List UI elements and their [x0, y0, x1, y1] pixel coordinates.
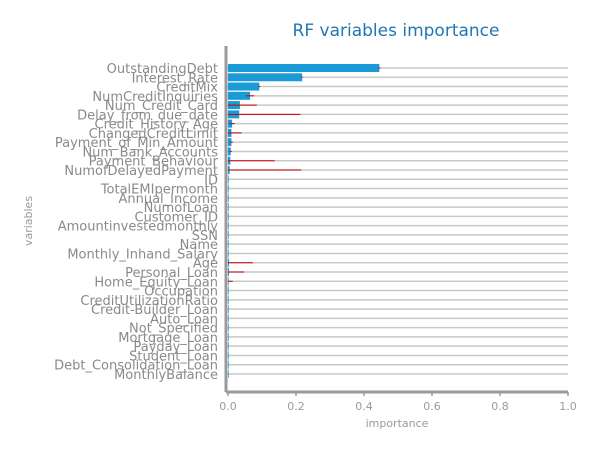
error-bars	[228, 67, 381, 282]
category-label: NumCreditInquiries	[92, 90, 218, 105]
bar-mortgage-loan	[228, 332, 229, 341]
bar-interest-rate	[228, 73, 303, 82]
bar-not-specified	[228, 323, 229, 332]
x-tick-label: 1.0	[559, 400, 577, 413]
bar-id	[228, 175, 229, 184]
category-label: Amountinvestedmonthly	[58, 220, 219, 235]
bar-creditutilizationratio	[228, 295, 229, 304]
category-label: Personal_Loan	[125, 266, 218, 281]
category-label: Payday_Loan	[134, 340, 219, 355]
category-label: Home_Equity_Loan	[94, 275, 218, 290]
category-label: Age	[193, 257, 218, 272]
chart-title: RF variables importance	[293, 21, 500, 41]
category-label: SSN	[192, 229, 218, 244]
bar-credit-builder-loan	[228, 305, 229, 314]
bar-numofloan	[228, 203, 229, 212]
x-tick-label: 0.4	[355, 400, 373, 413]
bar-customer-id	[228, 212, 229, 221]
category-label: NumofLoan	[144, 201, 218, 216]
category-label: CreditUtilizationRatio	[80, 294, 218, 309]
category-label: Credit_History_Age	[95, 118, 219, 133]
bar-name	[228, 240, 229, 249]
x-tick-labels: 0.0 0.2 0.4 0.6 0.8 1.0	[219, 392, 577, 413]
category-label: Mortgage_Loan	[118, 331, 218, 346]
category-label: Occupation	[144, 285, 218, 300]
category-label: Payment_Behaviour	[89, 155, 219, 170]
bar-debt-consolidation-loan	[228, 360, 229, 369]
bar-annual-income	[228, 193, 229, 202]
category-label: Num_Credit_Card	[105, 99, 218, 114]
bars	[228, 64, 380, 378]
bar-ssn	[228, 230, 229, 239]
bar-amountinvestedmonthly	[228, 221, 229, 230]
x-tick-label: 0.2	[287, 400, 305, 413]
category-label: Monthly_Inhand_Salary	[67, 247, 218, 262]
category-label: NumofDelayedPayment	[64, 164, 218, 179]
x-tick-label: 0.6	[423, 400, 441, 413]
x-axis-label: importance	[366, 417, 429, 430]
category-label: TotalEMIpermonth	[100, 183, 218, 198]
category-label: Customer_ID	[135, 210, 219, 225]
bar-payday-loan	[228, 342, 229, 351]
bar-student-loan	[228, 351, 229, 360]
category-label: Credit-Builder_Loan	[91, 303, 218, 318]
x-tick-label: 0.0	[219, 400, 237, 413]
category-label: Delay_from_due_date	[77, 108, 218, 123]
category-label: Auto_Loan	[150, 312, 218, 327]
category-label: Not_Specified	[129, 322, 218, 337]
category-labels: OutstandingDebtInterest_RateCreditMixNum…	[54, 62, 219, 383]
bar-payment-of-min-amount	[228, 138, 232, 147]
bar-auto-loan	[228, 314, 229, 323]
category-label: Debt_Consolidation_Loan	[54, 359, 218, 374]
x-tick-label: 0.8	[491, 400, 509, 413]
category-label: OutstandingDebt	[107, 62, 218, 77]
category-label: Student_Loan	[129, 349, 218, 364]
bar-totalemipermonth	[228, 184, 229, 193]
category-label: Name	[180, 238, 218, 253]
bar-outstandingdebt	[228, 64, 380, 72]
category-label: MonthlyBalance	[114, 368, 218, 383]
bar-occupation	[228, 286, 229, 295]
category-label: ID	[204, 173, 218, 188]
category-label: Interest_Rate	[132, 71, 218, 86]
y-axis-label: variables	[22, 196, 35, 246]
category-label: Num_Bank_Accounts	[82, 145, 218, 160]
category-label: ChangedCreditLimit	[89, 127, 218, 142]
bar-num-bank-accounts	[228, 147, 231, 156]
category-label: CreditMix	[156, 81, 218, 96]
bar-numcreditinquiries	[228, 91, 251, 100]
category-label: Annual_Income	[118, 192, 218, 207]
category-label: Payment_of_Min_Amount	[55, 136, 218, 151]
bar-creditmix	[228, 82, 260, 91]
bar-monthlybalance	[228, 370, 229, 378]
bar-monthly-inhand-salary	[228, 249, 229, 258]
